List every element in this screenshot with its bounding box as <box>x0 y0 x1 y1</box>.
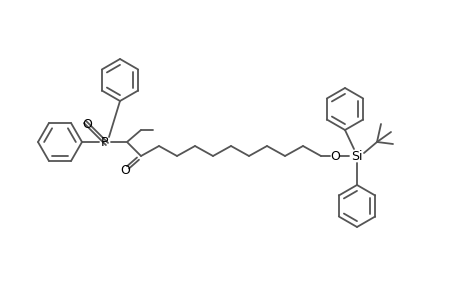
Text: P: P <box>101 136 108 148</box>
Text: O: O <box>120 164 129 176</box>
Text: Si: Si <box>351 149 362 163</box>
Text: O: O <box>82 118 92 130</box>
Text: O: O <box>330 149 339 163</box>
